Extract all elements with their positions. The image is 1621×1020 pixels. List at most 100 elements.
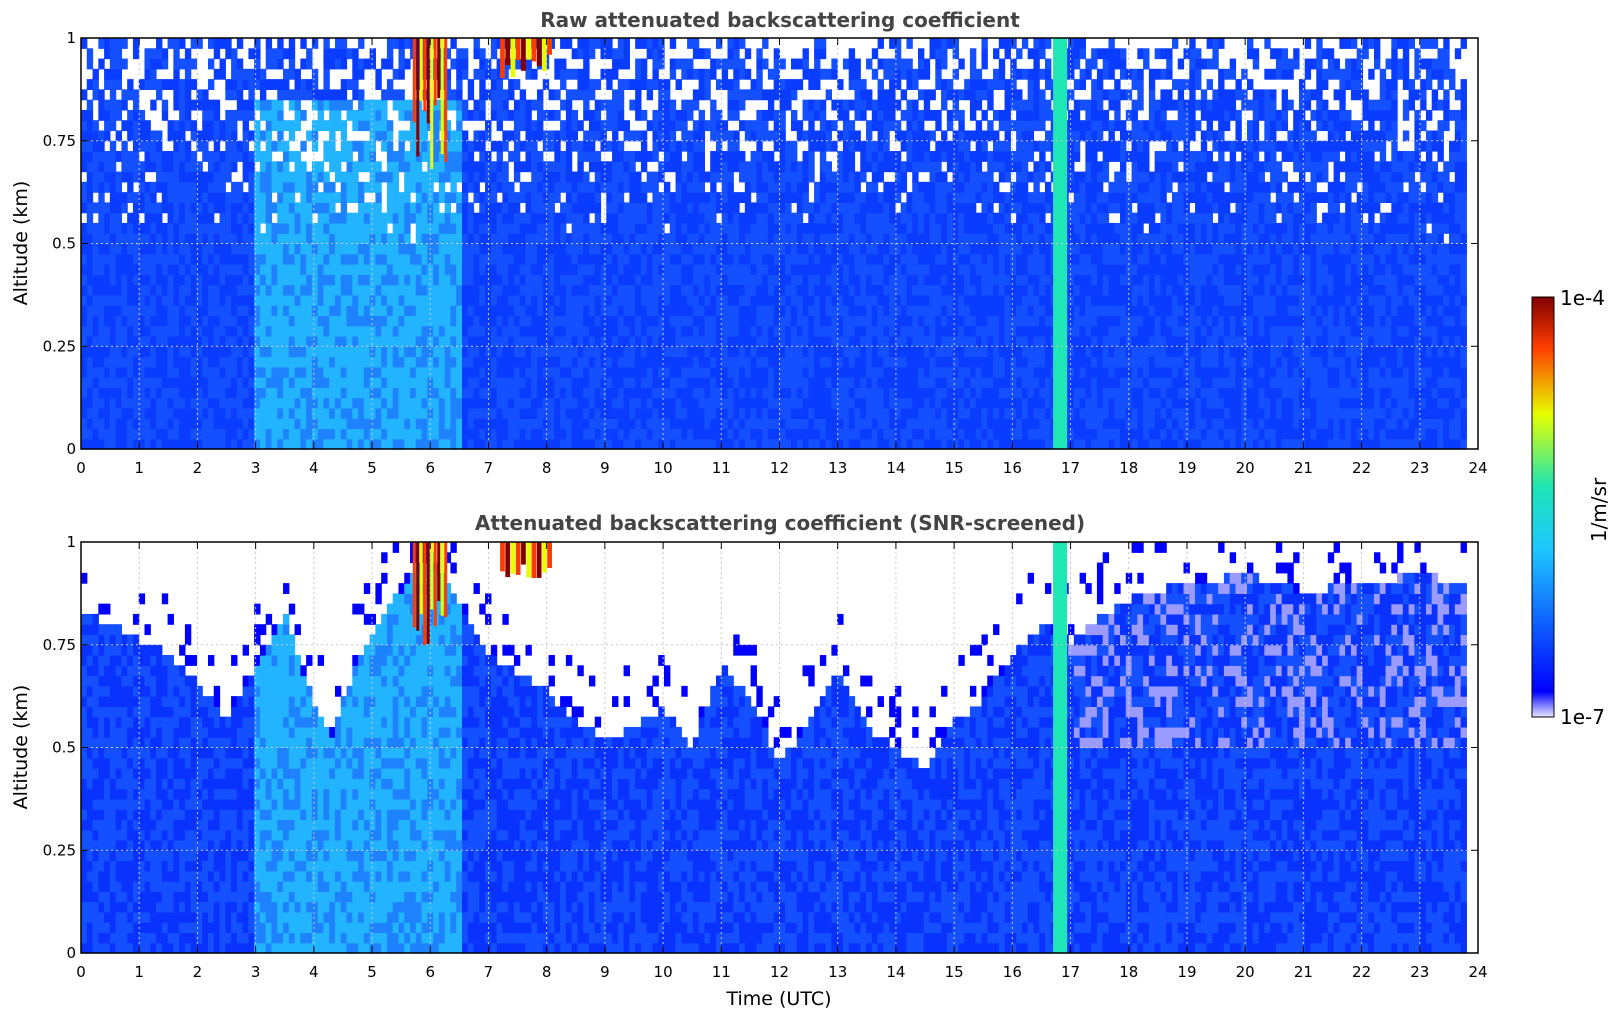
- heatmap-cell: [179, 264, 186, 275]
- heatmap-cell: [104, 346, 111, 358]
- heatmap-cell: [571, 120, 579, 132]
- heatmap-cell: [288, 366, 296, 378]
- heatmap-cell: [652, 151, 659, 162]
- heatmap-cell: [444, 202, 452, 214]
- heatmap-cell: [283, 192, 290, 204]
- heatmap-cell: [109, 346, 117, 358]
- heatmap-cell: [733, 377, 740, 388]
- heatmap-cell: [138, 274, 146, 286]
- heatmap-cell: [277, 325, 284, 337]
- heatmap-cell: [179, 120, 186, 132]
- heatmap-cell: [900, 294, 908, 306]
- heatmap-cell: [259, 264, 267, 275]
- heatmap-cell: [698, 130, 706, 142]
- heatmap-cell: [415, 387, 423, 399]
- heatmap-cell: [156, 161, 163, 173]
- heatmap-cell: [104, 202, 111, 214]
- heatmap-cell: [750, 181, 757, 193]
- heatmap-cell: [542, 335, 550, 347]
- heatmap-cell: [779, 346, 786, 358]
- heatmap-cell: [92, 335, 99, 347]
- heatmap-cell: [866, 140, 873, 152]
- heatmap-cell: [184, 274, 192, 286]
- heatmap-cell: [202, 192, 209, 204]
- heatmap-cell: [404, 222, 411, 234]
- heatmap-cell: [485, 335, 492, 347]
- heatmap-cell: [710, 284, 717, 296]
- heatmap-cell: [317, 253, 325, 265]
- heatmap-cell: [866, 325, 873, 337]
- heatmap-cell: [461, 202, 469, 214]
- heatmap-cell: [577, 315, 584, 327]
- heatmap-cell: [687, 253, 694, 265]
- heatmap-cell: [744, 356, 752, 368]
- heatmap-cell: [525, 397, 532, 409]
- heatmap-cell: [473, 233, 480, 245]
- heatmap-cell: [837, 264, 844, 275]
- heatmap-cell: [98, 274, 105, 286]
- heatmap-cell: [525, 438, 532, 450]
- heatmap-cell: [213, 222, 221, 234]
- heatmap-cell: [894, 79, 902, 90]
- heatmap-cell: [606, 305, 613, 317]
- heatmap-cell: [537, 109, 544, 121]
- heatmap-cell: [104, 335, 111, 347]
- heatmap-cell: [179, 233, 186, 245]
- heatmap-cell: [254, 438, 261, 450]
- heatmap-cell: [109, 315, 117, 327]
- heatmap-cell: [560, 294, 567, 306]
- heatmap-cell: [375, 377, 382, 388]
- heatmap-cell: [254, 335, 261, 347]
- heatmap-cell: [156, 58, 163, 70]
- heatmap-cell: [866, 418, 873, 430]
- heatmap-cell: [444, 294, 452, 306]
- heatmap-cell: [513, 356, 521, 368]
- heatmap-cell: [259, 192, 267, 204]
- heatmap-cell: [710, 130, 717, 142]
- heatmap-cell: [779, 315, 786, 327]
- heatmap-cell: [883, 305, 890, 317]
- heatmap-cell: [438, 151, 446, 162]
- heatmap-cell: [225, 161, 232, 173]
- heatmap-cell: [334, 315, 342, 327]
- heatmap-cell: [715, 438, 723, 450]
- heatmap-cell: [225, 233, 232, 245]
- heatmap-cell: [791, 140, 798, 152]
- heatmap-cell: [681, 418, 688, 430]
- heatmap-cell: [837, 79, 844, 90]
- heatmap-cell: [490, 48, 498, 60]
- heatmap-cell: [502, 253, 509, 265]
- heatmap-cell: [889, 428, 896, 440]
- heatmap-cell: [739, 253, 746, 265]
- heatmap-cell: [479, 366, 486, 378]
- heatmap-cell: [392, 264, 400, 275]
- heatmap-cell: [513, 387, 521, 399]
- heatmap-cell: [652, 202, 659, 214]
- heatmap-cell: [81, 161, 88, 173]
- heatmap-cell: [698, 325, 706, 337]
- heatmap-cell: [860, 202, 867, 214]
- heatmap-cell: [329, 181, 336, 193]
- heatmap-cell: [554, 68, 561, 80]
- heatmap-cell: [404, 335, 411, 347]
- heatmap-cell: [825, 305, 832, 317]
- heatmap-cell: [785, 253, 792, 265]
- heatmap-cell: [254, 346, 261, 358]
- heatmap-cell: [231, 202, 238, 214]
- heatmap-cell: [721, 274, 729, 286]
- heatmap-cell: [81, 89, 88, 101]
- heatmap-cell: [415, 243, 423, 255]
- heatmap-cell: [502, 387, 509, 399]
- heatmap-cell: [207, 377, 215, 388]
- heatmap-cell: [883, 130, 890, 142]
- heatmap-cell: [889, 274, 896, 286]
- heatmap-cell: [461, 253, 469, 265]
- heatmap-cell: [854, 58, 861, 70]
- heatmap-cell: [392, 161, 400, 173]
- heatmap-cell: [600, 274, 607, 286]
- heatmap-cell: [369, 377, 376, 388]
- heatmap-cell: [727, 284, 734, 296]
- heatmap-cell: [375, 192, 382, 204]
- heatmap-cell: [294, 284, 301, 296]
- heatmap-cell: [300, 161, 307, 173]
